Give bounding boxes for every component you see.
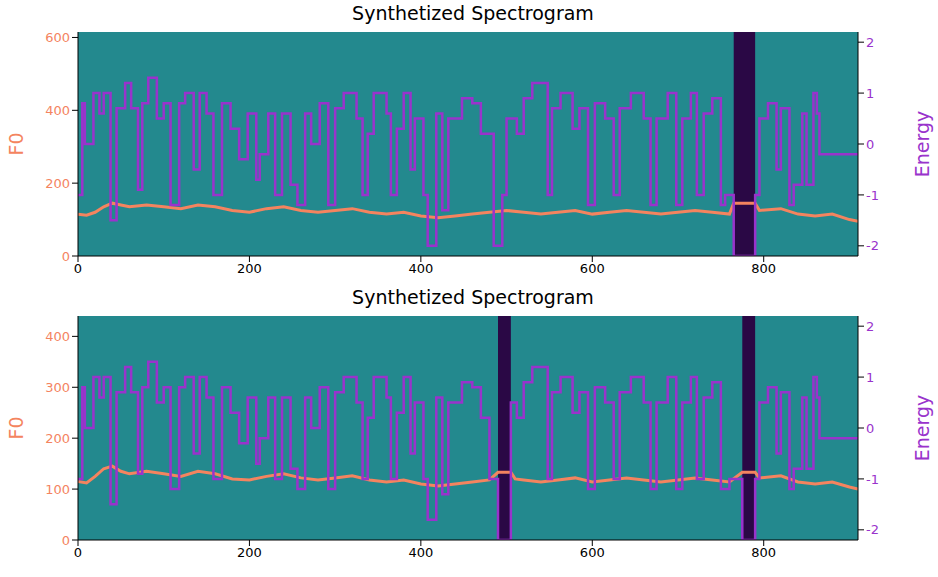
svg-text:1: 1 [866, 86, 874, 101]
svg-text:600: 600 [45, 30, 70, 45]
svg-text:F0: F0 [5, 132, 27, 155]
svg-text:300: 300 [45, 380, 70, 395]
html-text:Synthetized Spectrogram: Synthetized Spectrogram [352, 2, 594, 24]
svg-text:400: 400 [408, 545, 433, 560]
svg-text:-1: -1 [866, 472, 879, 487]
svg-text:200: 200 [45, 431, 70, 446]
svg-text:0: 0 [866, 137, 874, 152]
svg-text:0: 0 [866, 421, 874, 436]
svg-text:200: 200 [237, 261, 262, 276]
svg-text:0: 0 [62, 249, 70, 264]
svg-text:400: 400 [45, 103, 70, 118]
svg-text:800: 800 [751, 545, 776, 560]
svg-text:0: 0 [62, 533, 70, 548]
svg-text:200: 200 [45, 176, 70, 191]
svg-text:100: 100 [45, 482, 70, 497]
svg-text:-2: -2 [866, 238, 879, 253]
svg-text:200: 200 [237, 545, 262, 560]
svg-text:F0: F0 [5, 416, 27, 439]
svg-text:Energy: Energy [911, 395, 933, 462]
svg-text:600: 600 [580, 261, 605, 276]
svg-text:400: 400 [45, 329, 70, 344]
svg-text:800: 800 [751, 261, 776, 276]
svg-text:-2: -2 [866, 522, 879, 537]
svg-text:2: 2 [866, 319, 874, 334]
svg-text:0: 0 [74, 545, 82, 560]
svg-text:400: 400 [408, 261, 433, 276]
svg-text:Energy: Energy [911, 111, 933, 178]
svg-text:-1: -1 [866, 188, 879, 203]
svg-text:2: 2 [866, 35, 874, 50]
svg-text:600: 600 [580, 545, 605, 560]
svg-text:0: 0 [74, 261, 82, 276]
svg-text:1: 1 [866, 370, 874, 385]
html-text:Synthetized Spectrogram: Synthetized Spectrogram [352, 286, 594, 308]
